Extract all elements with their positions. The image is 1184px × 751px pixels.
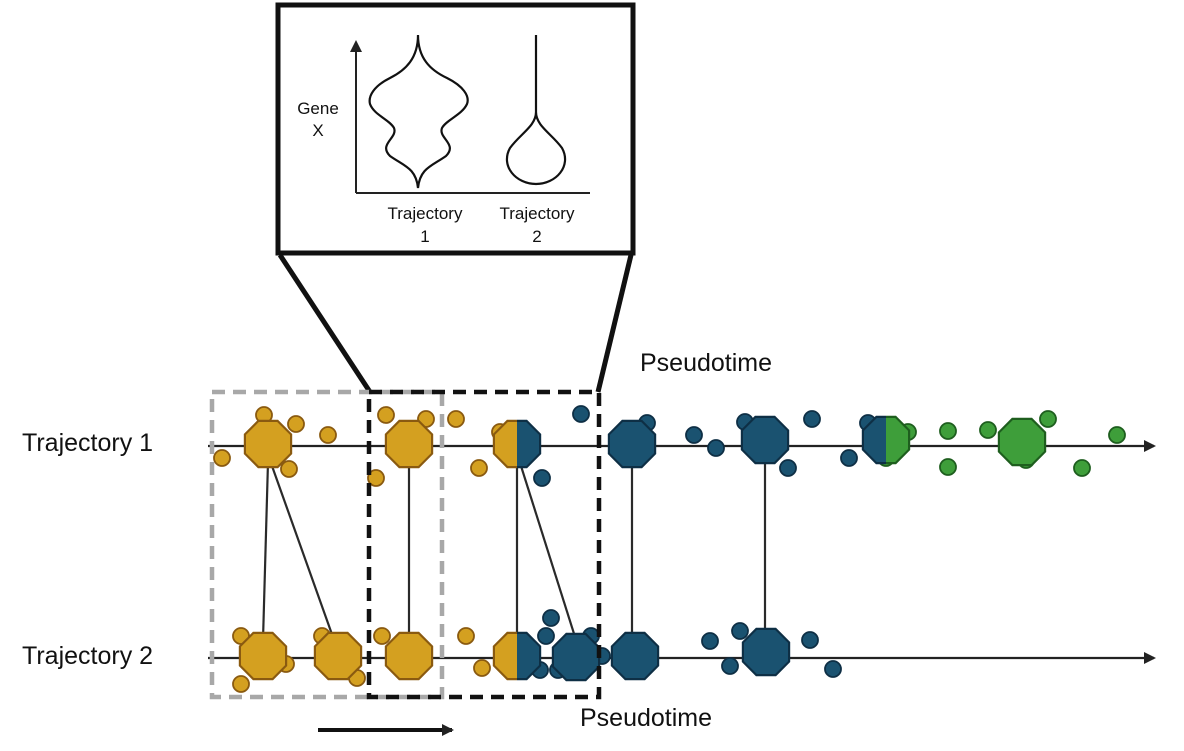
- cluster-early: [384, 419, 434, 469]
- cell-early: [473, 659, 491, 677]
- violin-1-label-line1: Trajectory: [388, 204, 463, 223]
- zoom-connector-right: [595, 254, 634, 393]
- cluster-late: [997, 417, 1047, 467]
- cluster-early: [243, 419, 293, 469]
- half-split-octagon-icon: [492, 631, 517, 681]
- cell-early: [373, 627, 391, 645]
- half-split-octagon-icon: [861, 415, 886, 465]
- window-current: [366, 389, 602, 700]
- cell-late: [939, 458, 957, 476]
- alignment-line: [270, 465, 336, 641]
- inset-y-axis-label-line1: Gene: [297, 99, 339, 118]
- octagon-icon: [607, 419, 657, 469]
- octagon-icon: [741, 627, 791, 677]
- cell-early: [319, 426, 337, 444]
- octagon-icon: [610, 631, 660, 681]
- pseudotime-top-label: Pseudotime: [640, 349, 772, 377]
- cell-mid: [779, 459, 797, 477]
- violin-1-label-line2: 1: [420, 227, 429, 246]
- half-split-octagon-icon: [517, 631, 542, 681]
- trajectory-1-label: Trajectory 1: [22, 429, 153, 457]
- octagon-icon: [243, 419, 293, 469]
- cell-late: [1039, 410, 1057, 428]
- inset-y-axis-label-line2: X: [312, 121, 323, 140]
- cell-late: [1073, 459, 1091, 477]
- cluster-transition-early-mid: [492, 419, 542, 469]
- cell-early: [377, 406, 395, 424]
- cell-mid: [803, 410, 821, 428]
- half-split-octagon-icon: [517, 419, 542, 469]
- cell-early: [287, 415, 305, 433]
- octagon-icon: [384, 419, 434, 469]
- alignment-line: [261, 461, 270, 641]
- violin-trajectory-1: [368, 34, 469, 189]
- cell-mid: [824, 660, 842, 678]
- cluster-mid: [607, 419, 657, 469]
- octagon-icon: [997, 417, 1047, 467]
- alignment-line: [519, 465, 578, 641]
- cluster-mid: [610, 631, 660, 681]
- cluster-mid: [741, 627, 791, 677]
- cluster-early: [384, 631, 434, 681]
- cell-late: [1108, 426, 1126, 444]
- clusters-layer: [238, 415, 1047, 682]
- cell-mid: [707, 439, 725, 457]
- octagon-icon: [551, 632, 601, 682]
- octagon-icon: [740, 415, 790, 465]
- alignment-lines: [261, 461, 767, 641]
- cluster-early: [238, 631, 288, 681]
- half-split-octagon-icon: [492, 419, 517, 469]
- cell-mid: [537, 627, 555, 645]
- octagon-icon: [313, 631, 363, 681]
- cluster-early: [313, 631, 363, 681]
- inset-panel: Gene X Trajectory 1 Trajectory 2: [275, 2, 636, 256]
- cell-early: [280, 460, 298, 478]
- trajectory-2-label: Trajectory 2: [22, 642, 153, 670]
- octagon-icon: [238, 631, 288, 681]
- cell-mid: [840, 449, 858, 467]
- cell-early: [470, 459, 488, 477]
- inset-frame: [275, 2, 636, 256]
- violin-trajectory-2: [505, 35, 567, 186]
- cell-late: [979, 421, 997, 439]
- violin-2-label-line2: 2: [532, 227, 541, 246]
- cell-mid: [685, 426, 703, 444]
- cluster-mid: [551, 632, 601, 682]
- cell-early: [367, 469, 385, 487]
- inset-y-axis-arrow-icon: [350, 40, 362, 52]
- octagon-icon: [384, 631, 434, 681]
- cluster-mid: [740, 415, 790, 465]
- cell-mid: [801, 631, 819, 649]
- cell-mid: [731, 622, 749, 640]
- cell-mid: [721, 657, 739, 675]
- cell-early: [457, 627, 475, 645]
- cell-mid: [572, 405, 590, 423]
- cell-mid: [533, 469, 551, 487]
- cell-late: [939, 422, 957, 440]
- cell-mid: [701, 632, 719, 650]
- cell-mid: [542, 609, 560, 627]
- cell-early: [447, 410, 465, 428]
- cluster-transition-mid-late: [861, 415, 911, 465]
- zoom-connector-left: [277, 253, 373, 394]
- cluster-transition-early-mid: [492, 631, 542, 681]
- half-split-octagon-icon: [886, 415, 911, 465]
- pseudotime-bottom-label: Pseudotime: [580, 704, 712, 732]
- cell-early: [213, 449, 231, 467]
- cell-early: [232, 675, 250, 693]
- violin-2-label-line1: Trajectory: [500, 204, 575, 223]
- window-previous: [209, 389, 445, 700]
